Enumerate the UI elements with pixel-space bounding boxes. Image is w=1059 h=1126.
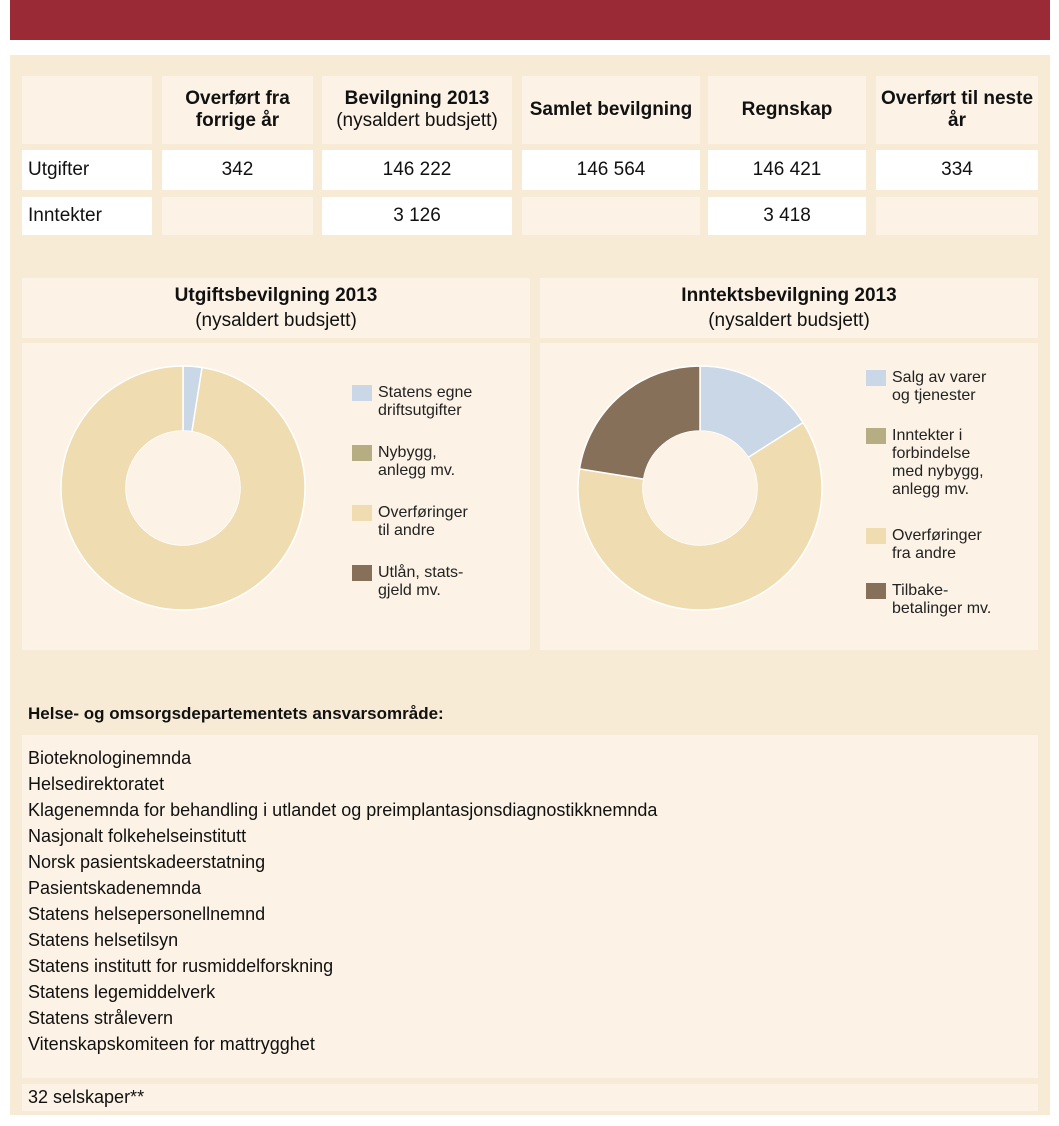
empty-cell [522, 197, 700, 235]
header-title: Overført fra forrige år [185, 88, 290, 131]
table-cell: 146 421 [708, 150, 866, 190]
header-note: (nysaldert budsjett) [336, 110, 498, 131]
empty-cell [876, 197, 1038, 235]
donut-hole [643, 431, 757, 545]
header-title: Bevilgning 2013 [344, 88, 490, 109]
chart-title-box: Inntektsbevilgning 2013 (nysaldert budsje… [540, 278, 1038, 338]
table-cell: 342 [162, 150, 313, 190]
legend-swatch [352, 385, 372, 401]
header-title: Overført til neste år [880, 88, 1034, 131]
legend-label: Nybygg, anlegg mv. [378, 444, 456, 479]
list-item: Vitenskapskomiteen for mattrygghet [28, 1034, 315, 1054]
section-footer: 32 selskaper** [22, 1084, 1038, 1111]
legend-swatch [352, 505, 372, 521]
list-item: Bioteknologinemnda [28, 748, 192, 768]
list-item: Klagenemnda for behandling i utlandet og… [28, 800, 658, 820]
chart-title-box: Utgiftsbevilgning 2013 (nysaldert budsjet… [22, 278, 530, 338]
legend-label: Tilbake- betalinger mv. [892, 582, 992, 617]
row-label: Inntekter [22, 197, 152, 235]
legend-swatch [866, 583, 886, 599]
legend-swatch [866, 428, 886, 444]
donut-hole [126, 431, 240, 545]
legend-label: Utlån, stats- gjeld mv. [378, 564, 464, 599]
list-item: Statens strålevern [28, 1008, 174, 1028]
section-list: Bioteknologinemnda Helsedirektoratet Klage… [22, 735, 1038, 1078]
legend-label: Salg av varer og tjenester [892, 369, 987, 404]
table-header: Overført til neste år [876, 76, 1038, 144]
donut [60, 365, 306, 611]
list-item: Statens helsetilsyn [28, 930, 179, 950]
chart-subtitle: (nysaldert budsjett) [195, 310, 357, 331]
legend-label: Overføringer fra andre [892, 527, 982, 562]
table-cell: 3 126 [322, 197, 512, 235]
table-corner [22, 76, 152, 144]
legend-label: Statens egne driftsutgifter [378, 384, 473, 419]
list-item: Helsedirektoratet [28, 774, 165, 794]
legend-label: Inntekter i forbindelse med nybygg, anle… [892, 427, 984, 498]
empty-cell [162, 197, 313, 235]
table-cell: 334 [876, 150, 1038, 190]
table-cell: 146 564 [522, 150, 700, 190]
list-item: Norsk pasientskadeerstatning [28, 852, 266, 872]
table-header: Bevilgning 2013 (nysaldert budsjett) [322, 76, 512, 144]
chart-subtitle: (nysaldert budsjett) [708, 310, 870, 331]
row-label: Utgifter [22, 150, 152, 190]
section-heading: Helse- og omsorgsdepartementets ansvarso… [28, 704, 444, 723]
table-cell: 146 222 [322, 150, 512, 190]
list-item: Statens institutt for rusmiddelforskning [28, 956, 334, 976]
table-cell: 3 418 [708, 197, 866, 235]
list-item: Pasientskadenemnda [28, 878, 202, 898]
chart-title: Inntektsbevilgning 2013 [681, 285, 897, 306]
table-header: Regnskap [708, 76, 866, 144]
list-item: Statens legemiddelverk [28, 982, 216, 1002]
list-item: Nasjonalt folkehelseinstitutt [28, 826, 247, 846]
legend-swatch [352, 445, 372, 461]
legend-swatch [352, 565, 372, 581]
header-title: Samlet bevilgning [529, 99, 693, 120]
legend-swatch [866, 370, 886, 386]
table-header: Overført fra forrige år [162, 76, 313, 144]
legend-label: Overføringer til andre [378, 504, 468, 539]
legend-swatch [866, 528, 886, 544]
header-title: Regnskap [741, 99, 833, 120]
table-header: Samlet bevilgning [522, 76, 700, 144]
donut [577, 365, 823, 611]
chart-title: Utgiftsbevilgning 2013 [174, 285, 378, 306]
header-bar [10, 0, 1050, 40]
list-item: Statens helsepersonellnemnd [28, 904, 266, 924]
donut-slice [60, 365, 306, 611]
